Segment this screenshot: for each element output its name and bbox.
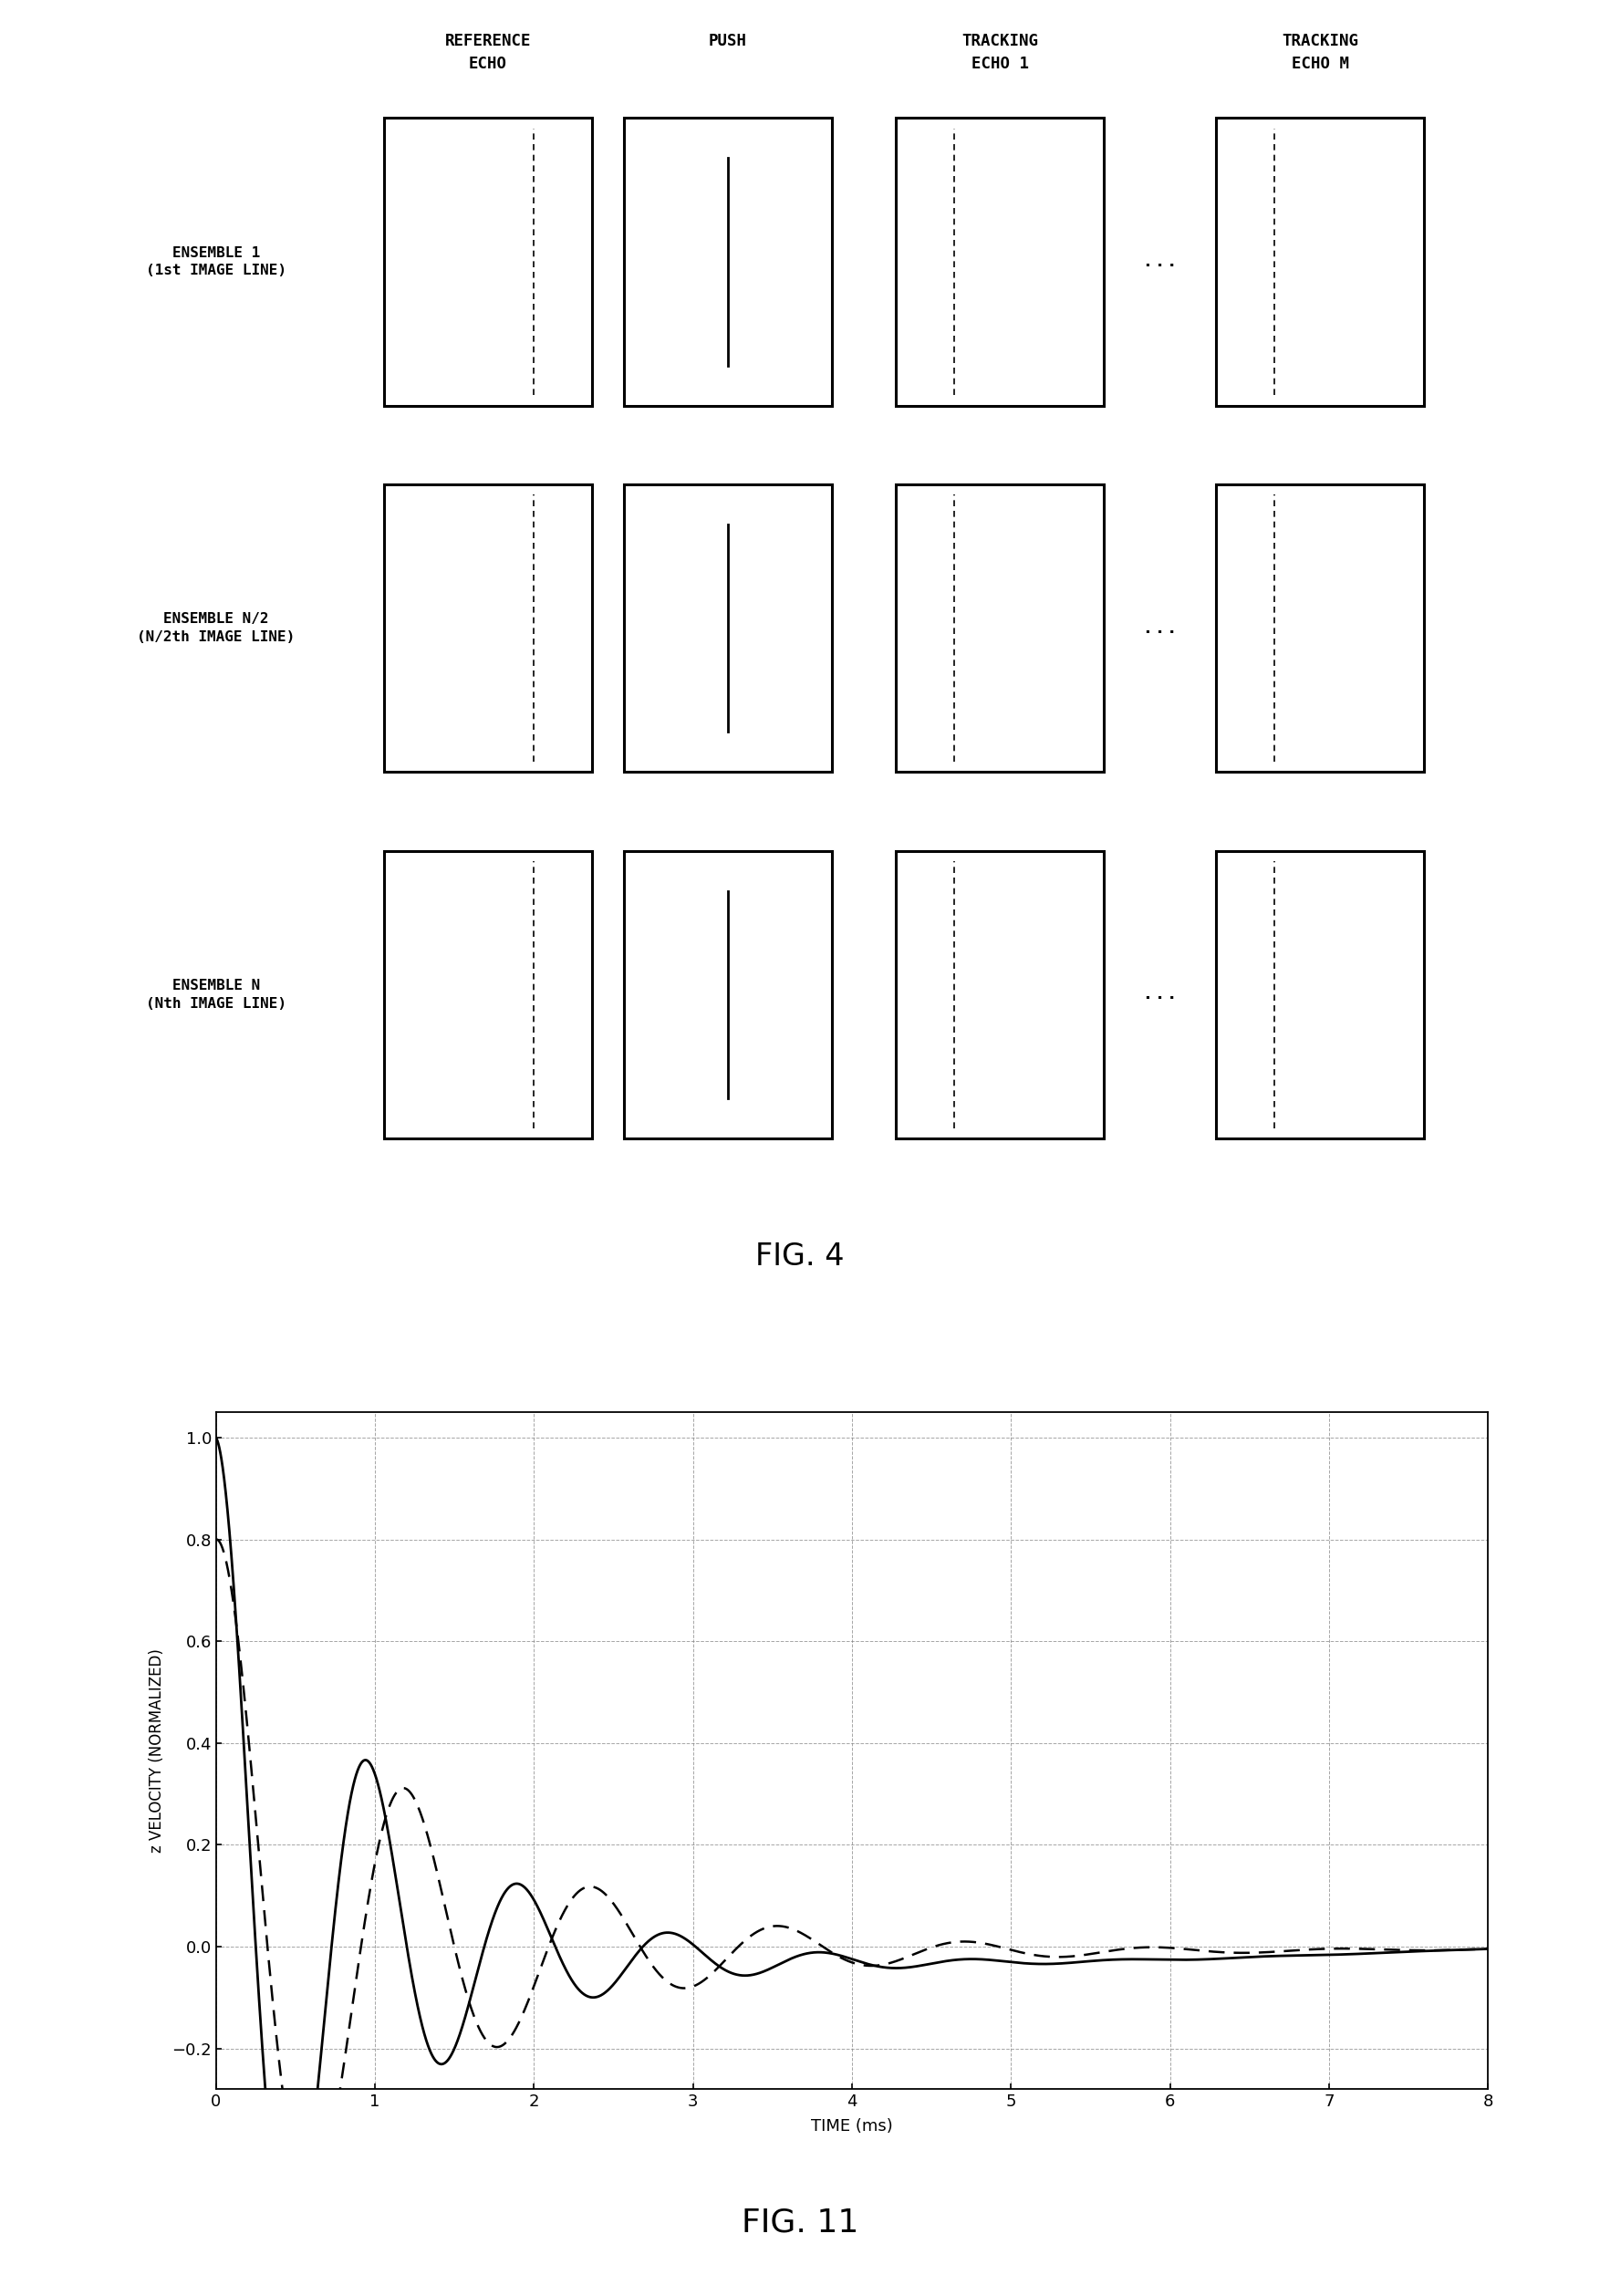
- Text: . . .: . . .: [1146, 620, 1174, 636]
- Text: PUSH: PUSH: [709, 32, 747, 48]
- Text: TRACKING
ECHO 1: TRACKING ECHO 1: [962, 32, 1038, 71]
- Bar: [896, 850, 1104, 1139]
- Text: . . .: . . .: [1146, 987, 1174, 1003]
- Text: ENSEMBLE N
(Nth IMAGE LINE): ENSEMBLE N (Nth IMAGE LINE): [146, 978, 286, 1010]
- Y-axis label: z VELOCITY (NORMALIZED): z VELOCITY (NORMALIZED): [149, 1649, 165, 1853]
- Bar: [384, 850, 592, 1139]
- Bar: [896, 484, 1104, 771]
- Bar: [624, 850, 832, 1139]
- Bar: [384, 117, 592, 406]
- Bar: [624, 117, 832, 406]
- Text: FIG. 11: FIG. 11: [741, 2206, 859, 2239]
- Bar: [384, 484, 592, 771]
- Text: FIG. 4: FIG. 4: [755, 1242, 845, 1272]
- Text: ENSEMBLE N/2
(N/2th IMAGE LINE): ENSEMBLE N/2 (N/2th IMAGE LINE): [138, 613, 294, 645]
- Bar: [1216, 850, 1424, 1139]
- Bar: [1216, 484, 1424, 771]
- Bar: [624, 484, 832, 771]
- Bar: [896, 117, 1104, 406]
- Text: ENSEMBLE 1
(1st IMAGE LINE): ENSEMBLE 1 (1st IMAGE LINE): [146, 246, 286, 278]
- Bar: [1216, 117, 1424, 406]
- X-axis label: TIME (ms): TIME (ms): [811, 2117, 893, 2135]
- Text: . . .: . . .: [1146, 253, 1174, 271]
- Text: TRACKING
ECHO M: TRACKING ECHO M: [1282, 32, 1358, 71]
- Text: REFERENCE
ECHO: REFERENCE ECHO: [445, 32, 531, 71]
